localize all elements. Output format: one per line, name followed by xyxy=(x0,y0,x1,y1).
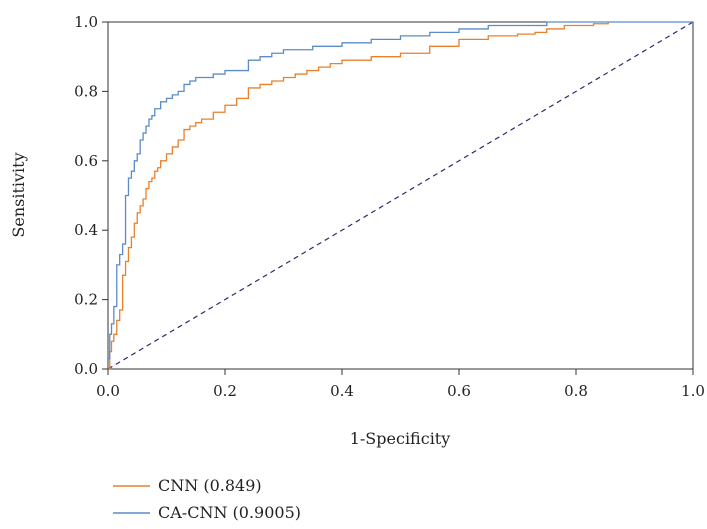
reference-diagonal-line xyxy=(107,21,694,370)
legend-label: CNN (0.849) xyxy=(158,476,262,495)
x-tick-label: 0.4 xyxy=(330,382,354,400)
series-layer xyxy=(108,21,693,370)
x-axis: 0.0 0.2 0.4 0.6 0.8 1.0 xyxy=(96,369,705,400)
x-tick-label: 0.0 xyxy=(96,382,120,400)
y-tick-label: 0.8 xyxy=(74,82,98,100)
y-tick-label: 0.4 xyxy=(74,221,98,239)
plot-area xyxy=(107,21,694,370)
x-tick-label: 0.2 xyxy=(213,382,237,400)
x-tick-label: 0.8 xyxy=(564,382,588,400)
x-tick-label: 0.6 xyxy=(447,382,471,400)
x-tick-label: 1.0 xyxy=(681,382,705,400)
y-tick-label: 0.0 xyxy=(74,360,98,378)
x-axis-title: 1-Specificity xyxy=(350,429,451,448)
y-axis-title: Sensitivity xyxy=(9,152,28,237)
y-tick-label: 0.2 xyxy=(74,291,98,309)
legend: CNN (0.849) CA-CNN (0.9005) xyxy=(113,476,301,522)
y-axis: 0.0 0.2 0.4 0.6 0.8 1.0 xyxy=(74,13,108,378)
y-tick-label: 1.0 xyxy=(74,13,98,31)
series-line-cnn xyxy=(108,22,609,370)
series-line-ca-cnn xyxy=(108,21,693,360)
legend-label: CA-CNN (0.9005) xyxy=(158,503,301,522)
plot-border xyxy=(107,21,694,370)
reference-line-layer xyxy=(107,21,694,370)
y-tick-label: 0.6 xyxy=(74,152,98,170)
